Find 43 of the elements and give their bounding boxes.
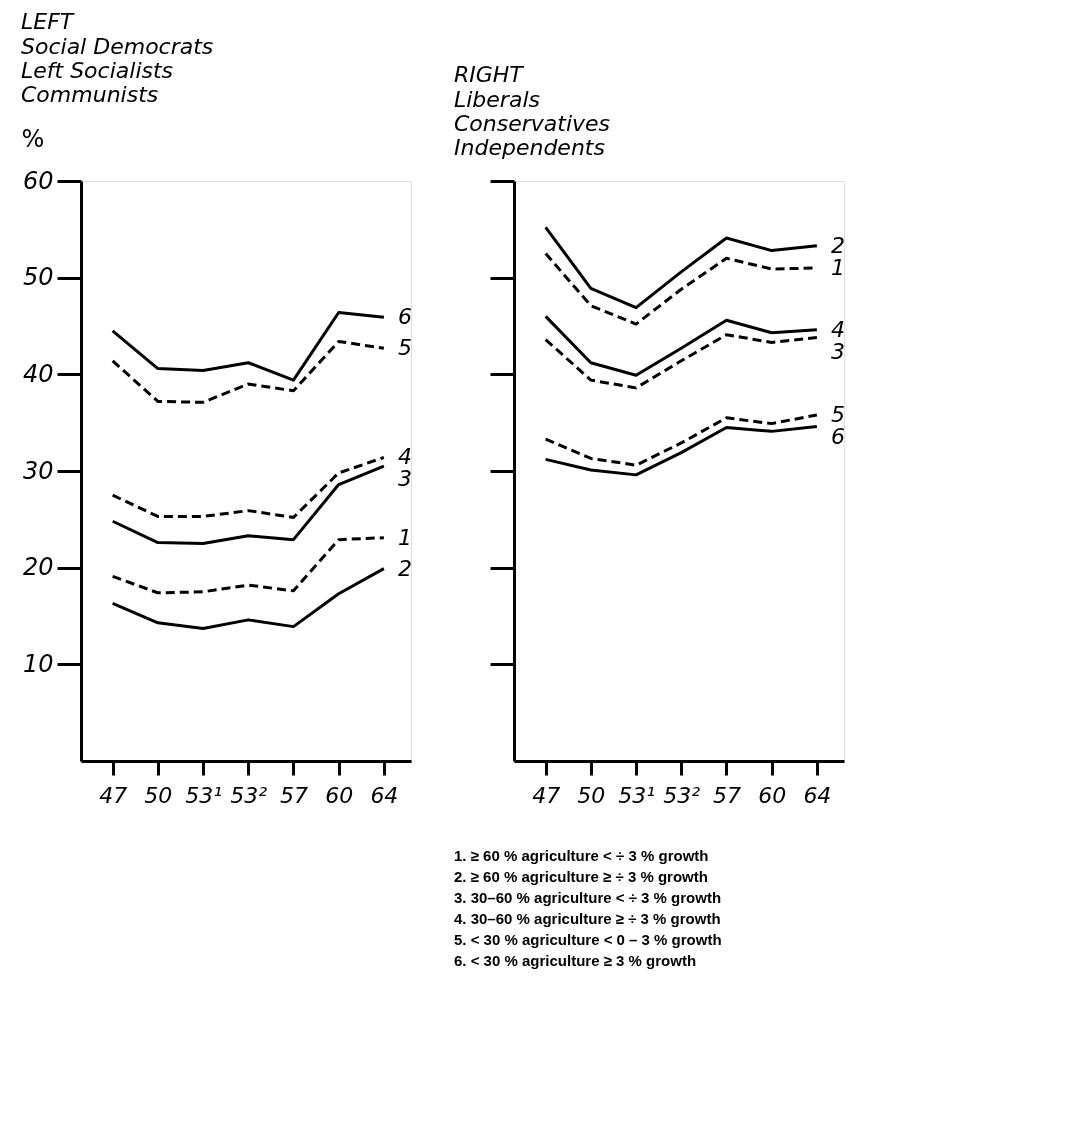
text: 3. 30–60 % agriculture < ÷ 3 % growth xyxy=(454,889,722,906)
text: 4. 30–60 % agriculture ≥ ÷ 3 % growth xyxy=(454,910,721,927)
x-tick-label: 53² xyxy=(230,782,268,808)
line-series xyxy=(111,339,386,404)
y-tick-label: 60 xyxy=(22,166,54,195)
y-tick-label: 10 xyxy=(22,649,54,678)
y-tick-label: 50 xyxy=(22,263,54,292)
x-tick-label: 57 xyxy=(279,782,308,808)
line-series xyxy=(111,536,386,595)
x-tick-label: 50 xyxy=(144,782,173,808)
series-label: 6 xyxy=(397,304,412,330)
series-label: 2 xyxy=(830,232,845,258)
text: 5. < 30 % agriculture < 0 – 3 % growth xyxy=(454,931,722,948)
y-tick-label: 30 xyxy=(22,456,54,485)
x-tick-label: 50 xyxy=(577,782,606,808)
series-label: 1 xyxy=(830,255,845,280)
x-tick-label: 64 xyxy=(803,782,832,808)
series-label: 1 xyxy=(397,524,412,550)
x-tick-label: 53¹ xyxy=(618,782,655,808)
x-tick-label: 53² xyxy=(663,782,701,808)
line-series xyxy=(111,310,386,382)
x-tick-label: 47 xyxy=(532,782,561,808)
chart-title: RIGHT xyxy=(454,61,525,87)
text: 1. ≥ 60 % agriculture < ÷ 3 % growth xyxy=(454,847,709,864)
x-tick-label: 64 xyxy=(370,782,399,808)
chart-subtitle: Social Democrats Left Socialists Communists xyxy=(21,34,214,107)
series-label: 5 xyxy=(397,335,412,361)
chart-title: LEFT xyxy=(21,9,75,34)
line-series xyxy=(111,567,386,631)
x-tick-label: 60 xyxy=(325,782,354,808)
text: 6. < 30 % agriculture ≥ 3 % growth xyxy=(454,952,697,969)
x-tick-label: 57 xyxy=(712,782,741,808)
y-tick-label: 40 xyxy=(22,359,54,388)
series-label: 2 xyxy=(397,555,412,581)
y-tick-label: 20 xyxy=(22,553,54,582)
x-tick-label: 53¹ xyxy=(185,782,222,808)
y-axis-title: % xyxy=(21,124,45,153)
text: 2. ≥ 60 % agriculture ≥ ÷ 3 % growth xyxy=(454,868,708,885)
line-series xyxy=(111,455,386,519)
chart-subtitle: Liberals Conservatives Independents xyxy=(454,86,611,160)
x-tick-label: 47 xyxy=(99,782,128,808)
line-series xyxy=(111,464,386,545)
x-tick-label: 60 xyxy=(758,782,787,808)
